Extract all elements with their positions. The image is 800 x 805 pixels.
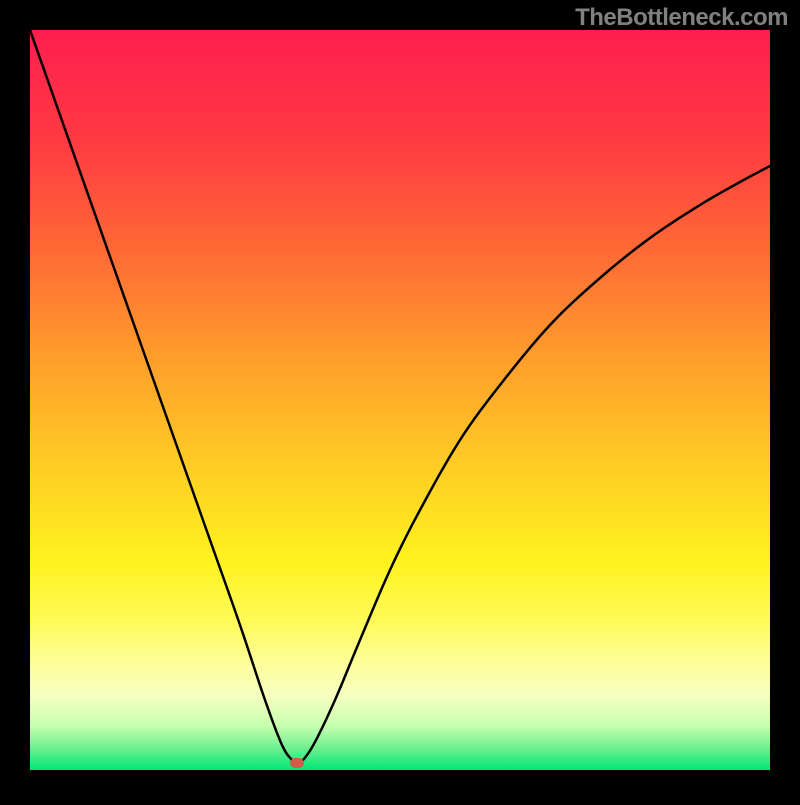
optimal-marker: [290, 758, 304, 768]
watermark-text: TheBottleneck.com: [575, 4, 788, 32]
bottleneck-chart: [0, 0, 800, 800]
chart-svg: [0, 0, 800, 800]
plot-background: [30, 30, 770, 770]
